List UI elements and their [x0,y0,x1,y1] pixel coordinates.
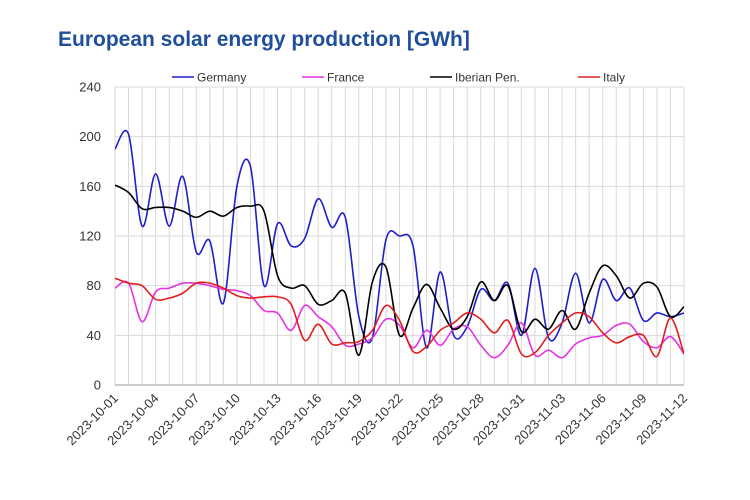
y-tick-label: 40 [87,328,101,343]
legend-label-iberian-pen: Iberian Pen. [455,71,520,85]
y-tick-label: 120 [79,229,101,244]
legend-label-italy: Italy [603,71,625,85]
y-tick-label: 240 [79,80,101,95]
series-line-germany [115,129,684,349]
y-tick-label: 200 [79,129,101,144]
legend-label-france: France [327,71,365,85]
series-line-italy [115,277,684,358]
chart-title: European solar energy production [GWh] [58,28,470,51]
y-tick-label: 80 [87,278,101,293]
grid [114,86,685,386]
series-line-iberian-pen [115,184,684,357]
y-tick-label: 0 [94,378,101,393]
legend-label-germany: Germany [197,71,246,85]
series-lines [115,129,684,359]
legend: Germany France Iberian Pen. Italy [172,71,625,85]
series-line-france [115,280,684,359]
y-tick-label: 160 [79,179,101,194]
